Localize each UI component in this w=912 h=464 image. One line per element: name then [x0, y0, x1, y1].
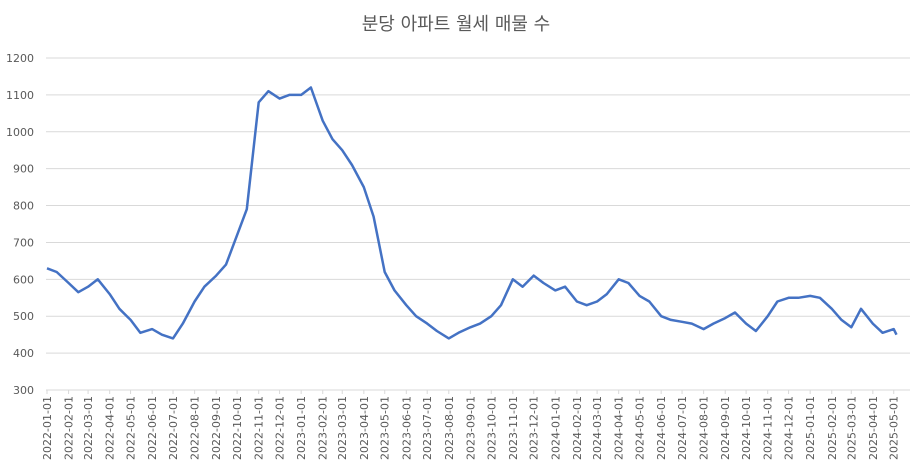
- y-tick-label: 400: [13, 347, 34, 360]
- x-tick-label: 2024-10-01: [740, 396, 753, 460]
- x-tick-label: 2023-12-01: [528, 396, 541, 460]
- x-tick-label: 2023-09-01: [464, 396, 477, 460]
- x-tick-label: 2025-04-01: [867, 396, 880, 460]
- x-tick-label: 2022-11-01: [253, 396, 266, 460]
- x-tick-label: 2022-09-01: [210, 396, 223, 460]
- x-tick-label: 2023-03-01: [336, 396, 349, 460]
- x-tick-label: 2022-01-01: [41, 396, 54, 460]
- x-tick-label: 2022-03-01: [82, 396, 95, 460]
- x-tick-label: 2023-06-01: [400, 396, 413, 460]
- y-tick-label: 1000: [6, 126, 34, 139]
- x-tick-label: 2022-05-01: [125, 396, 138, 460]
- x-tick-label: 2022-07-01: [167, 396, 180, 460]
- x-tick-label: 2022-04-01: [104, 396, 117, 460]
- x-tick-label: 2024-01-01: [549, 396, 562, 460]
- y-tick-label: 300: [13, 384, 34, 397]
- y-tick-label: 800: [13, 200, 34, 213]
- line: [46, 86, 898, 340]
- x-tick-label: 2023-05-01: [379, 396, 392, 460]
- x-tick-label: 2022-08-01: [189, 396, 202, 460]
- x-tick-label: 2024-02-01: [571, 396, 584, 460]
- x-tick-label: 2025-05-01: [888, 396, 901, 460]
- x-tick-label: 2025-01-01: [804, 396, 817, 460]
- x-tick-label: 2022-10-01: [231, 396, 244, 460]
- x-tick-label: 2023-01-01: [295, 396, 308, 460]
- x-tick-label: 2023-02-01: [317, 396, 330, 460]
- x-tick-label: 2024-12-01: [783, 396, 796, 460]
- x-tick-label: 2023-11-01: [507, 396, 520, 460]
- x-tick-label: 2023-04-01: [358, 396, 371, 460]
- x-tick-label: 2022-06-01: [146, 396, 159, 460]
- x-tick-label: 2024-06-01: [655, 396, 668, 460]
- x-tick-label: 2024-04-01: [613, 396, 626, 460]
- chart-title: 분당 아파트 월세 매물 수: [362, 14, 551, 35]
- x-tick-label: 2023-07-01: [421, 396, 434, 460]
- y-tick-label: 1100: [6, 89, 34, 102]
- y-tick-label: 1200: [6, 52, 34, 65]
- y-tick-label: 600: [13, 273, 34, 286]
- x-tick-label: 2024-07-01: [676, 396, 689, 460]
- x-tick-label: 2024-08-01: [698, 396, 711, 460]
- x-tick-label: 2024-03-01: [591, 396, 604, 460]
- x-tick-label: 2022-12-01: [274, 396, 287, 460]
- y-tick-label: 700: [13, 236, 34, 249]
- x-tick-label: 2024-05-01: [634, 396, 647, 460]
- x-tick-label: 2025-02-01: [826, 396, 839, 460]
- y-tick-label: 900: [13, 163, 34, 176]
- y-tick-label: 500: [13, 310, 34, 323]
- x-tick-label: 2023-10-01: [485, 396, 498, 460]
- x-tick-label: 2024-11-01: [762, 396, 775, 460]
- x-tick-label: 2025-03-01: [845, 396, 858, 460]
- x-tick-label: 2024-09-01: [719, 396, 732, 460]
- x-tick-label: 2023-08-01: [443, 396, 456, 460]
- x-tick-label: 2022-02-01: [63, 396, 76, 460]
